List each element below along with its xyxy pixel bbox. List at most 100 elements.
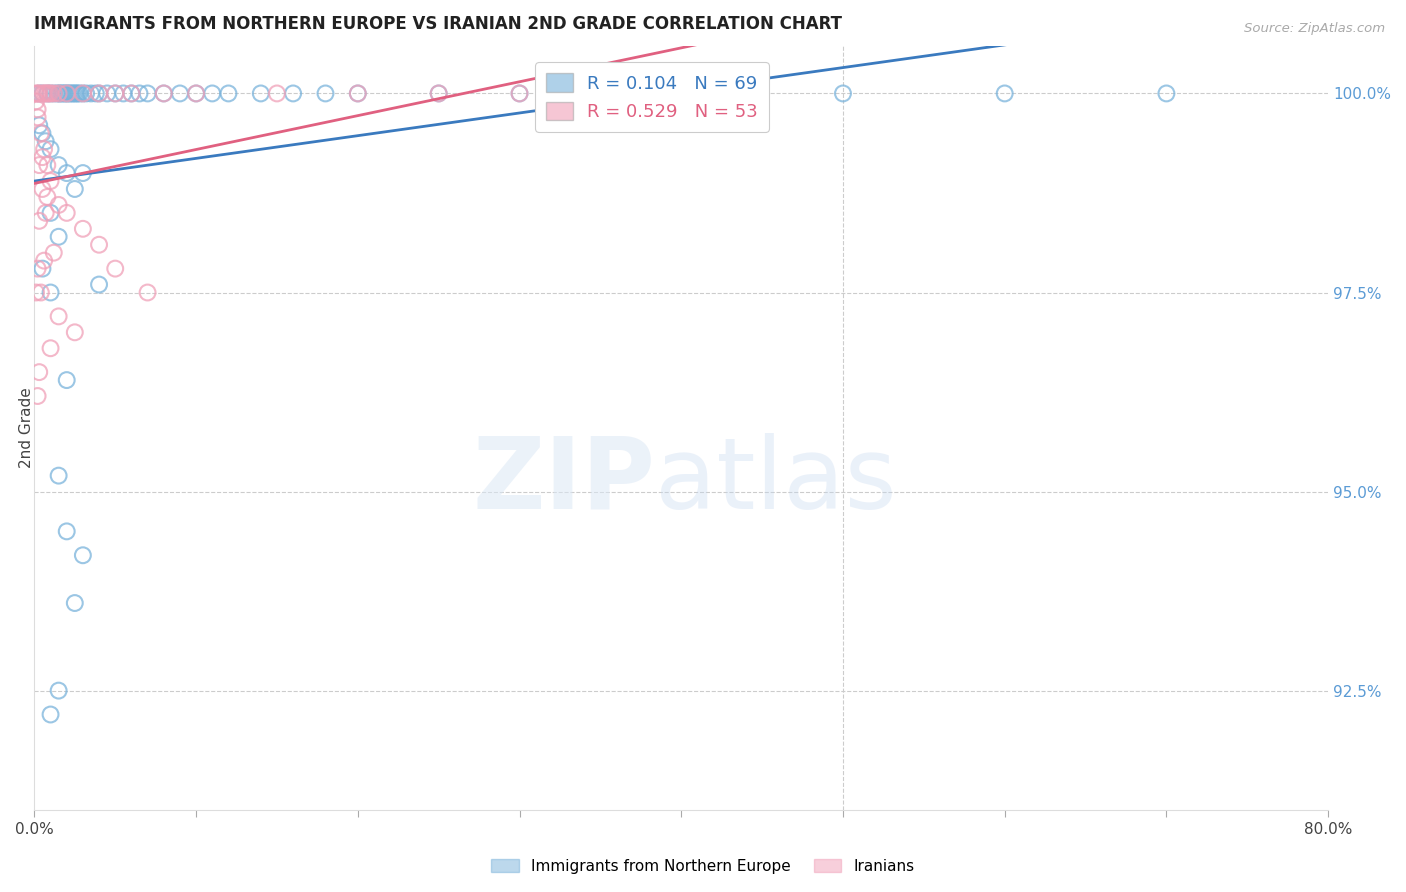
Point bbox=[31, 126, 53, 140]
Text: IMMIGRANTS FROM NORTHERN EUROPE VS IRANIAN 2ND GRADE CORRELATION CHART: IMMIGRANTS FROM NORTHERN EUROPE VS IRANI… bbox=[34, 15, 842, 33]
Point bbox=[28, 365, 51, 379]
Point bbox=[39, 174, 62, 188]
Point bbox=[31, 261, 53, 276]
Point bbox=[48, 229, 70, 244]
Point bbox=[994, 87, 1017, 101]
Point bbox=[27, 103, 49, 117]
Point bbox=[39, 285, 62, 300]
Point bbox=[27, 261, 49, 276]
Point bbox=[346, 87, 368, 101]
Point bbox=[266, 87, 288, 101]
Point bbox=[39, 206, 62, 220]
Point bbox=[509, 87, 531, 101]
Text: atlas: atlas bbox=[655, 433, 897, 530]
Point bbox=[30, 126, 52, 140]
Point bbox=[35, 87, 58, 101]
Legend: R = 0.104   N = 69, R = 0.529   N = 53: R = 0.104 N = 69, R = 0.529 N = 53 bbox=[536, 62, 769, 132]
Point bbox=[72, 87, 94, 101]
Text: ZIP: ZIP bbox=[472, 433, 655, 530]
Point bbox=[96, 87, 118, 101]
Legend: Immigrants from Northern Europe, Iranians: Immigrants from Northern Europe, Iranian… bbox=[485, 853, 921, 880]
Point bbox=[60, 87, 83, 101]
Point bbox=[281, 87, 304, 101]
Point bbox=[104, 261, 127, 276]
Point bbox=[72, 222, 94, 236]
Point bbox=[48, 87, 70, 101]
Point bbox=[48, 310, 70, 324]
Point bbox=[48, 468, 70, 483]
Point bbox=[1156, 87, 1178, 101]
Point bbox=[39, 707, 62, 722]
Point bbox=[128, 87, 150, 101]
Point bbox=[55, 166, 77, 180]
Point bbox=[63, 87, 86, 101]
Point bbox=[30, 285, 52, 300]
Point bbox=[35, 206, 58, 220]
Point bbox=[28, 87, 51, 101]
Point bbox=[65, 87, 87, 101]
Point bbox=[55, 87, 77, 101]
Point bbox=[39, 142, 62, 156]
Point bbox=[39, 341, 62, 355]
Point bbox=[42, 245, 65, 260]
Point bbox=[31, 87, 53, 101]
Point bbox=[27, 389, 49, 403]
Point bbox=[104, 87, 127, 101]
Point bbox=[28, 87, 51, 101]
Point bbox=[28, 214, 51, 228]
Point bbox=[42, 87, 65, 101]
Point bbox=[32, 253, 55, 268]
Point bbox=[48, 683, 70, 698]
Point bbox=[104, 87, 127, 101]
Point bbox=[58, 87, 80, 101]
Point bbox=[87, 87, 110, 101]
Y-axis label: 2nd Grade: 2nd Grade bbox=[18, 387, 34, 468]
Point bbox=[52, 87, 75, 101]
Point bbox=[32, 87, 55, 101]
Point bbox=[69, 87, 91, 101]
Point bbox=[31, 150, 53, 164]
Point bbox=[589, 87, 612, 101]
Point bbox=[55, 206, 77, 220]
Point bbox=[75, 87, 97, 101]
Point bbox=[120, 87, 142, 101]
Point bbox=[25, 95, 48, 109]
Point bbox=[63, 326, 86, 340]
Point bbox=[152, 87, 174, 101]
Point bbox=[38, 87, 60, 101]
Point bbox=[72, 166, 94, 180]
Point bbox=[671, 87, 693, 101]
Point bbox=[39, 87, 62, 101]
Point bbox=[217, 87, 239, 101]
Point bbox=[55, 373, 77, 387]
Point bbox=[427, 87, 450, 101]
Point bbox=[51, 87, 73, 101]
Point bbox=[25, 87, 48, 101]
Point bbox=[37, 87, 59, 101]
Point bbox=[55, 87, 77, 101]
Point bbox=[37, 87, 59, 101]
Point bbox=[49, 87, 72, 101]
Point bbox=[32, 142, 55, 156]
Text: Source: ZipAtlas.com: Source: ZipAtlas.com bbox=[1244, 22, 1385, 36]
Point bbox=[28, 158, 51, 172]
Point bbox=[37, 158, 59, 172]
Point bbox=[589, 87, 612, 101]
Point bbox=[509, 87, 531, 101]
Point bbox=[35, 134, 58, 148]
Point bbox=[184, 87, 207, 101]
Point bbox=[169, 87, 191, 101]
Point bbox=[249, 87, 271, 101]
Point bbox=[112, 87, 135, 101]
Point bbox=[42, 87, 65, 101]
Point bbox=[72, 548, 94, 562]
Point bbox=[84, 87, 107, 101]
Point bbox=[37, 190, 59, 204]
Point bbox=[28, 118, 51, 132]
Point bbox=[63, 596, 86, 610]
Point bbox=[136, 87, 159, 101]
Point bbox=[184, 87, 207, 101]
Point bbox=[832, 87, 855, 101]
Point bbox=[80, 87, 103, 101]
Point bbox=[48, 158, 70, 172]
